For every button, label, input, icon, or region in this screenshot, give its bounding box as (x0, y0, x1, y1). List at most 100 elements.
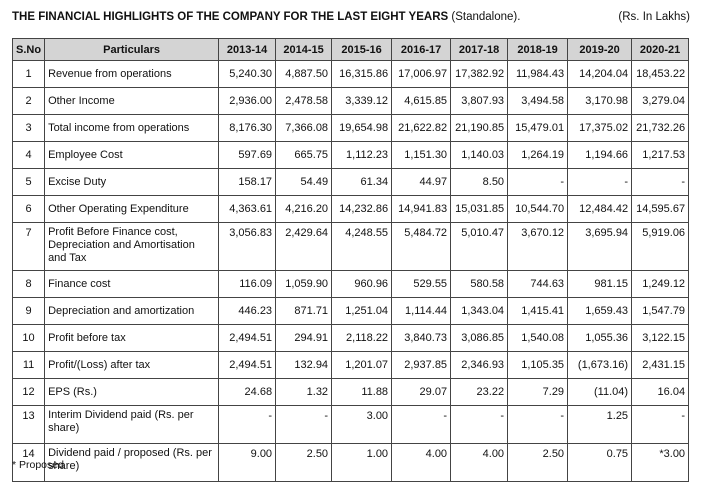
value-cell: 7,366.08 (275, 114, 333, 142)
value-cell: 4,248.55 (331, 222, 393, 271)
value-cell: 17,382.92 (450, 60, 509, 88)
value-cell: 21,732.26 (631, 114, 690, 142)
value-cell: 1,249.12 (631, 270, 690, 298)
value-cell: 8.50 (450, 168, 509, 196)
column-header: 2019-20 (567, 38, 633, 61)
value-cell: 1,251.04 (331, 297, 393, 325)
serial-number: 3 (11, 114, 46, 142)
value-cell: 1,055.36 (567, 324, 633, 352)
value-cell: 7.29 (507, 378, 569, 406)
value-cell: 3,279.04 (631, 87, 690, 115)
serial-number: 13 (11, 405, 46, 444)
value-cell: 14,204.04 (567, 60, 633, 88)
value-cell: 580.58 (450, 270, 509, 298)
value-cell: 21,622.82 (391, 114, 452, 142)
value-cell: 3,122.15 (631, 324, 690, 352)
value-cell: - (507, 168, 569, 196)
value-cell: 871.71 (275, 297, 333, 325)
column-header: 2017-18 (450, 38, 509, 61)
value-cell: 665.75 (275, 141, 333, 169)
column-header: Particulars (44, 38, 220, 61)
serial-number: 1 (11, 60, 46, 88)
value-cell: 981.15 (567, 270, 633, 298)
value-cell: 116.09 (218, 270, 277, 298)
value-cell: 1.25 (567, 405, 633, 444)
table-row: 13 Interim Dividend paid (Rs. per share) -… (11, 405, 690, 444)
value-cell: 3,056.83 (218, 222, 277, 271)
particular-label: Finance cost (44, 270, 220, 298)
value-cell: 2,118.22 (331, 324, 393, 352)
value-cell: 3,086.85 (450, 324, 509, 352)
table-row: 8 Finance cost 116.09 1,059.90 960.96 529.55 5… (11, 270, 690, 298)
value-cell: 744.63 (507, 270, 569, 298)
value-cell: 5,010.47 (450, 222, 509, 271)
value-cell: 2,494.51 (218, 351, 277, 379)
value-cell: 16.04 (631, 378, 690, 406)
value-cell: 1,217.53 (631, 141, 690, 169)
value-cell: - (631, 168, 690, 196)
value-cell: 54.49 (275, 168, 333, 196)
value-cell: 14,595.67 (631, 195, 690, 223)
value-cell: - (450, 405, 509, 444)
value-cell: 17,375.02 (567, 114, 633, 142)
value-cell: 2,494.51 (218, 324, 277, 352)
value-cell: - (275, 405, 333, 444)
value-cell: 5,240.30 (218, 60, 277, 88)
particular-label: Total income from operations (44, 114, 220, 142)
serial-number: 2 (11, 87, 46, 115)
financial-highlights-table: S.No Particulars 2013-14 2014-15 2015-16… (11, 38, 690, 482)
value-cell: 2,937.85 (391, 351, 452, 379)
table-row: 2 Other Income 2,936.00 2,478.58 3,339.12 4,6… (11, 87, 690, 115)
value-cell: - (507, 405, 569, 444)
value-cell: 4,887.50 (275, 60, 333, 88)
value-cell: 5,919.06 (631, 222, 690, 271)
value-cell: 11.88 (331, 378, 393, 406)
value-cell: 1,140.03 (450, 141, 509, 169)
particular-label: Employee Cost (44, 141, 220, 169)
report-title-line: THE FINANCIAL HIGHLIGHTS OF THE COMPANY … (12, 9, 692, 25)
value-cell: 10,544.70 (507, 195, 569, 223)
value-cell: 1,264.19 (507, 141, 569, 169)
table-row: 1 Revenue from operations 5,240.30 4,887.50… (11, 60, 690, 88)
value-cell: 24.68 (218, 378, 277, 406)
serial-number: 4 (11, 141, 46, 169)
value-cell: 8,176.30 (218, 114, 277, 142)
value-cell: 4,363.61 (218, 195, 277, 223)
value-cell: 3,840.73 (391, 324, 452, 352)
column-header: S.No (11, 38, 46, 61)
value-cell: 597.69 (218, 141, 277, 169)
value-cell: 21,190.85 (450, 114, 509, 142)
value-cell: 3,170.98 (567, 87, 633, 115)
value-cell: 3,494.58 (507, 87, 569, 115)
particular-label: Profit/(Loss) after tax (44, 351, 220, 379)
value-cell: 1,194.66 (567, 141, 633, 169)
value-cell: 15,479.01 (507, 114, 569, 142)
table-row: 12 EPS (Rs.) 24.68 1.32 11.88 29.07 23.22 7.29(… (11, 378, 690, 406)
report-subtitle: (Standalone). (451, 11, 521, 23)
value-cell: 1,151.30 (391, 141, 452, 169)
column-header: 2018-19 (507, 38, 569, 61)
serial-number: 11 (11, 351, 46, 379)
table-row: 10 Profit before tax 2,494.51 294.91 2,118.2… (11, 324, 690, 352)
value-cell: 2,936.00 (218, 87, 277, 115)
column-header: 2016-17 (391, 38, 452, 61)
value-cell: 19,654.98 (331, 114, 393, 142)
value-cell: 529.55 (391, 270, 452, 298)
table-row: 7 Profit Before Finance cost, Depreciatio… (11, 222, 690, 271)
value-cell: - (218, 405, 277, 444)
value-cell: 2,346.93 (450, 351, 509, 379)
value-cell: 14,232.86 (331, 195, 393, 223)
value-cell: - (631, 405, 690, 444)
value-cell: 2,478.58 (275, 87, 333, 115)
header-row: S.No Particulars 2013-14 2014-15 2015-16… (11, 38, 690, 61)
particular-label: Depreciation and amortization (44, 297, 220, 325)
table-row: 4 Employee Cost 597.69 665.75 1,112.23 1,151.… (11, 141, 690, 169)
value-cell: - (391, 405, 452, 444)
value-cell: 132.94 (275, 351, 333, 379)
value-cell: 294.91 (275, 324, 333, 352)
value-cell: 1,547.79 (631, 297, 690, 325)
particular-label: Excise Duty (44, 168, 220, 196)
serial-number: 8 (11, 270, 46, 298)
serial-number: 5 (11, 168, 46, 196)
value-cell: 1,114.44 (391, 297, 452, 325)
